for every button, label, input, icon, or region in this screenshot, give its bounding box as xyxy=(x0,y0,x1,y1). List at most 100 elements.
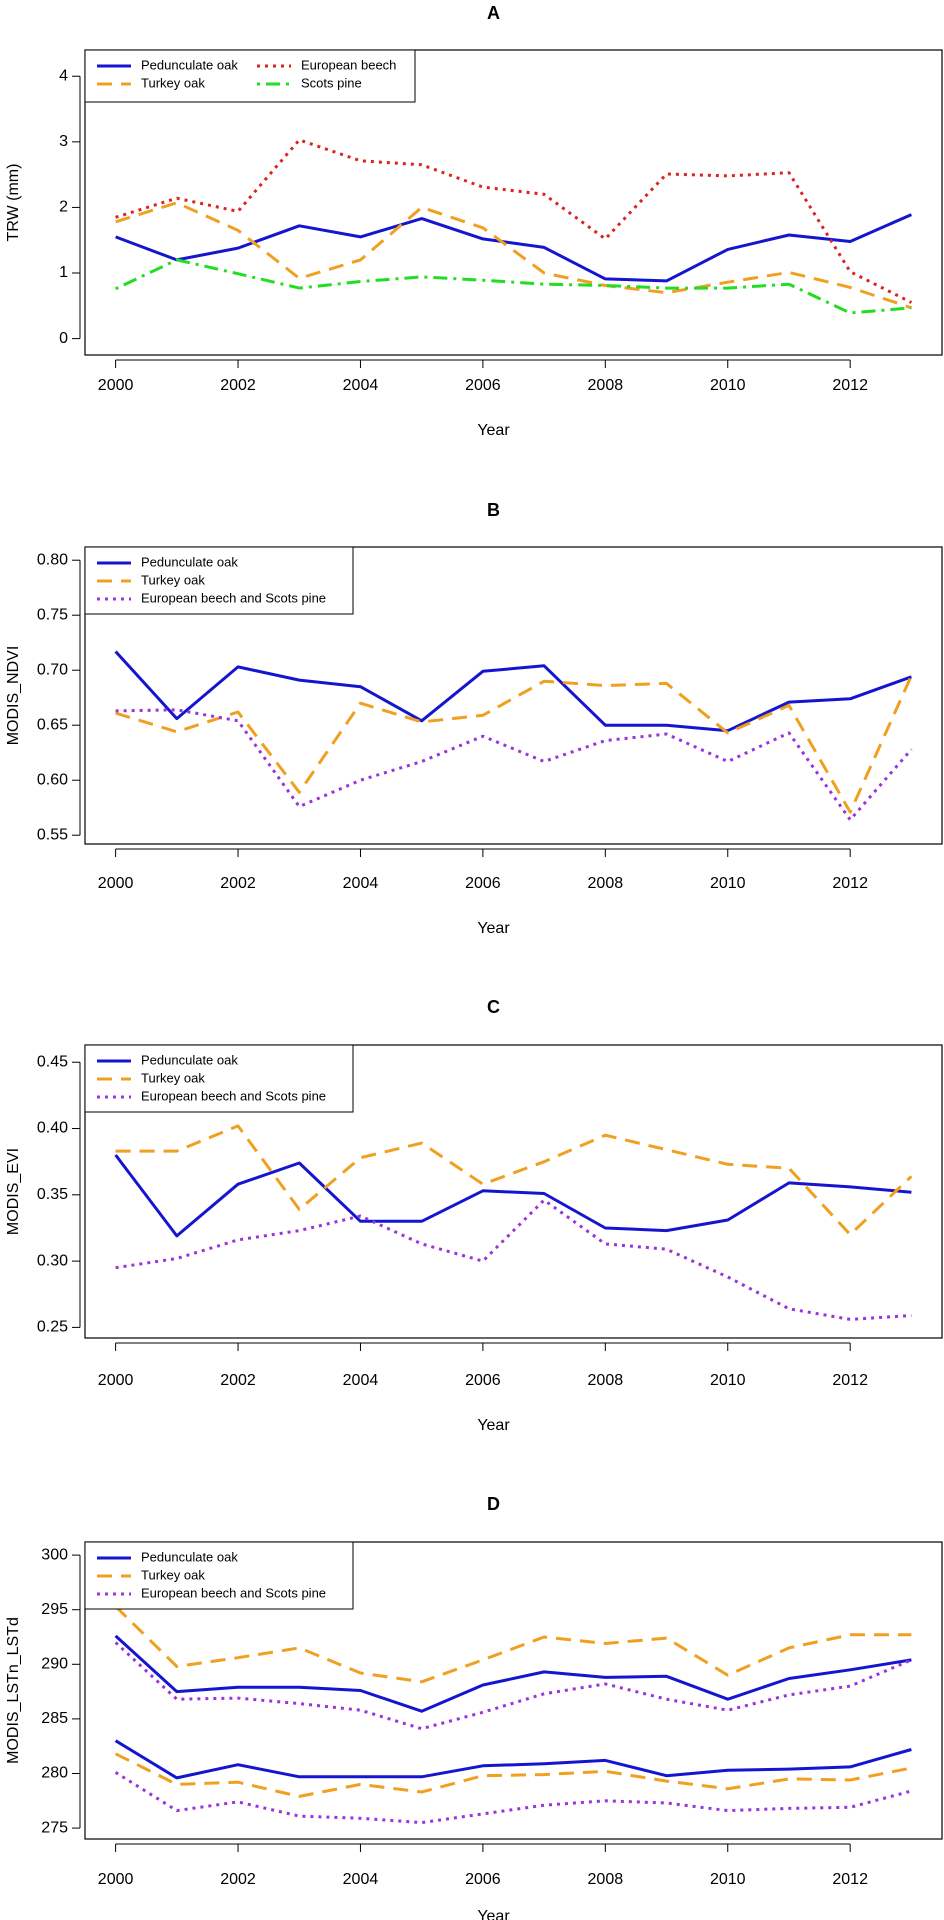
legend-label: Pedunculate oak xyxy=(141,1052,238,1067)
y-tick-label: 2 xyxy=(59,199,68,216)
legend-label: Scots pine xyxy=(301,75,362,90)
x-tick-label: 2000 xyxy=(98,875,134,892)
panel-title-a: A xyxy=(487,3,500,23)
plot-frame xyxy=(84,1044,943,1339)
chart-panel-d: D 275 280 285 290 295 300 2000 2002 2004 2006 2008 2… xyxy=(5,1494,943,1920)
y-tick-label: 0.35 xyxy=(37,1186,68,1203)
x-axis-label: Year xyxy=(477,920,510,937)
chart-panel-c: C 0.25 0.30 0.35 0.40 0.45 2000 2002 2004 2006 200… xyxy=(5,997,943,1434)
panel-title-b: B xyxy=(487,500,500,520)
y-tick-label: 0.75 xyxy=(37,606,68,623)
chart-panel-b: B 0.55 0.60 0.65 0.70 0.75 0.80 2000 2002 2004 200… xyxy=(5,500,943,937)
series-line-pedunculate-oak xyxy=(114,1634,912,1713)
x-tick-label: 2002 xyxy=(220,377,256,394)
chart-panel-a: A 0 1 2 3 4 2000 2002 2004 2006 2008 2010 2012 Year TR… xyxy=(5,3,943,439)
legend-label: European beech xyxy=(301,57,396,72)
x-axis-label: Year xyxy=(477,1908,510,1920)
x-tick-label: 2012 xyxy=(832,875,868,892)
y-tick-label: 1 xyxy=(59,264,68,281)
y-tick-label: 0.55 xyxy=(37,826,68,843)
y-tick-label: 275 xyxy=(41,1819,68,1836)
x-tick-label: 2002 xyxy=(220,1871,256,1888)
x-tick-label: 2000 xyxy=(98,1372,134,1389)
series-line-pedunculate-oak xyxy=(114,650,912,733)
x-tick-label: 2000 xyxy=(98,377,134,394)
legend-label: Pedunculate oak xyxy=(141,554,238,569)
x-tick-label: 2004 xyxy=(343,377,379,394)
x-tick-label: 2006 xyxy=(465,377,501,394)
plot-frame xyxy=(84,546,943,845)
y-axis-label: MODIS_EVI xyxy=(5,1148,22,1235)
y-axis-label: MODIS_NDVI xyxy=(5,646,22,746)
x-tick-label: 2010 xyxy=(710,875,746,892)
y-axis-label: TRW (mm) xyxy=(5,164,22,242)
series-line-pedunculate-oak xyxy=(115,213,913,283)
x-tick-label: 2012 xyxy=(832,377,868,394)
legend-label: European beech and Scots pine xyxy=(141,590,326,605)
x-tick-label: 2002 xyxy=(220,1372,256,1389)
y-tick-label: 0.30 xyxy=(37,1252,68,1269)
series-line-turkey-oak xyxy=(114,1605,912,1684)
legend-label: Pedunculate oak xyxy=(141,57,238,72)
panel-title-c: C xyxy=(487,997,500,1017)
y-tick-label: 0 xyxy=(59,330,68,347)
panel-title-d: D xyxy=(487,1494,500,1514)
y-tick-label: 280 xyxy=(41,1765,68,1782)
x-axis-label: Year xyxy=(477,1417,510,1434)
x-tick-label: 2008 xyxy=(588,1372,624,1389)
x-tick-label: 2010 xyxy=(710,1871,746,1888)
x-tick-label: 2006 xyxy=(465,1871,501,1888)
x-tick-label: 2000 xyxy=(98,1871,134,1888)
y-tick-label: 0.45 xyxy=(37,1053,68,1070)
legend-label: Pedunculate oak xyxy=(141,1549,238,1564)
legend-label: Turkey oak xyxy=(141,1070,205,1085)
legend: Pedunculate oak Turkey oak European beech … xyxy=(84,1044,354,1113)
legend-box xyxy=(84,49,416,103)
x-tick-label: 2010 xyxy=(710,1372,746,1389)
y-tick-label: 0.80 xyxy=(37,551,68,568)
plot-frame xyxy=(84,1541,943,1840)
series-line-european-beech-and-scots-pine xyxy=(115,708,913,822)
x-tick-label: 2004 xyxy=(343,1372,379,1389)
x-tick-label: 2012 xyxy=(832,1871,868,1888)
y-tick-label: 3 xyxy=(59,133,68,150)
y-tick-label: 4 xyxy=(59,67,68,84)
y-tick-label: 285 xyxy=(41,1710,68,1727)
y-tick-label: 0.25 xyxy=(37,1319,68,1336)
series-line-6 xyxy=(114,1771,912,1825)
legend-label: Turkey oak xyxy=(141,1567,205,1582)
x-tick-label: 2008 xyxy=(588,1871,624,1888)
y-tick-label: 290 xyxy=(41,1656,68,1673)
legend: Pedunculate oak Turkey oak European beech … xyxy=(84,1541,354,1610)
x-tick-label: 2004 xyxy=(343,1871,379,1888)
legend-label: Turkey oak xyxy=(141,75,205,90)
legend-label: European beech and Scots pine xyxy=(141,1088,326,1103)
series-line-turkey-oak xyxy=(115,201,912,310)
x-tick-label: 2002 xyxy=(220,875,256,892)
x-tick-label: 2008 xyxy=(588,875,624,892)
y-tick-label: 0.65 xyxy=(37,716,68,733)
y-tick-label: 0.40 xyxy=(37,1120,68,1137)
legend: Pedunculate oak Turkey oak European beech … xyxy=(84,546,354,615)
series-line-2 xyxy=(114,1739,912,1780)
x-axis-label: Year xyxy=(477,422,510,439)
x-tick-label: 2006 xyxy=(465,1372,501,1389)
series-line-european-beech xyxy=(115,138,913,304)
x-tick-label: 2008 xyxy=(588,377,624,394)
series-line-turkey-oak xyxy=(115,1124,913,1237)
x-tick-label: 2012 xyxy=(832,1372,868,1389)
series-line-european-beech-and-scots-pine xyxy=(115,1198,912,1321)
legend: Pedunculate oak Turkey oak European beech S… xyxy=(84,49,416,103)
legend-label: Turkey oak xyxy=(141,572,205,587)
y-axis-label: MODIS_LSTn_LSTd xyxy=(5,1617,22,1764)
x-tick-label: 2010 xyxy=(710,377,746,394)
y-tick-label: 300 xyxy=(41,1546,68,1563)
plot-frame xyxy=(84,49,943,356)
x-tick-label: 2004 xyxy=(343,875,379,892)
series-line-european-beech-and-scots-pine xyxy=(114,1641,912,1731)
x-tick-label: 2006 xyxy=(465,875,501,892)
series-line-scots-pine xyxy=(114,258,912,315)
series-line-pedunculate-oak xyxy=(114,1154,912,1238)
y-tick-label: 0.70 xyxy=(37,661,68,678)
legend-label: European beech and Scots pine xyxy=(141,1585,326,1600)
